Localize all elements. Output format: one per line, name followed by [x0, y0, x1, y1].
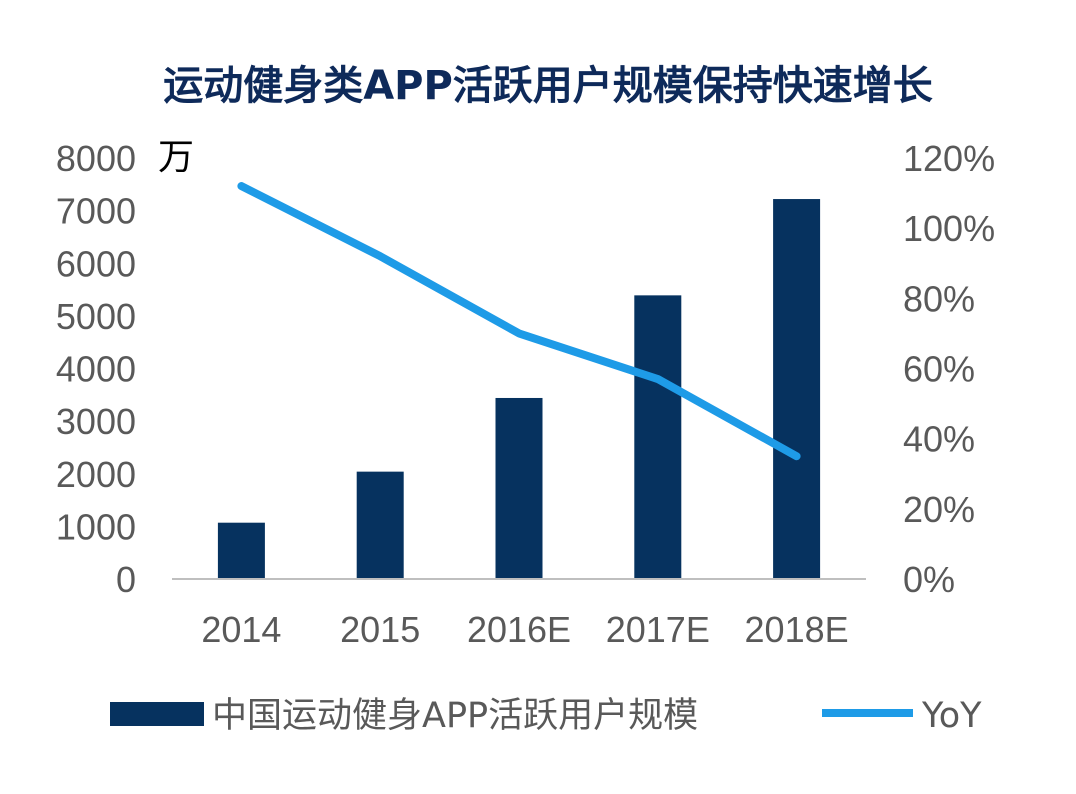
x-tick-label: 2015: [340, 609, 420, 650]
legend-label-bar: 中国运动健身APP活跃用户规模: [212, 696, 698, 736]
y2-tick-label: 0%: [903, 559, 955, 600]
bar-2017E: [634, 295, 682, 579]
y-tick-label: 5000: [56, 296, 136, 337]
right-axis-ticks: 0% 20% 40% 60% 80% 100% 120%: [903, 138, 995, 600]
x-tick-label: 2017E: [606, 609, 710, 650]
bar-2016E: [495, 397, 543, 579]
y2-tick-label: 40%: [903, 419, 975, 460]
x-tick-label: 2018E: [745, 609, 849, 650]
legend: 中国运动健身APP活跃用户规模 YoY: [110, 696, 982, 736]
x-tick-label: 2016E: [467, 609, 571, 650]
y2-tick-label: 20%: [903, 489, 975, 530]
y-tick-label: 0: [116, 559, 136, 600]
left-axis-ticks: 0 1000 2000 3000 4000 5000 6000 7000 8000: [56, 138, 136, 600]
y2-tick-label: 100%: [903, 208, 995, 249]
y2-tick-label: 80%: [903, 278, 975, 319]
legend-label-line: YoY: [921, 696, 982, 736]
y-tick-label: 1000: [56, 506, 136, 547]
yoy-line: [237, 182, 801, 461]
y-tick-label: 6000: [56, 243, 136, 284]
y-tick-label: 8000: [56, 138, 136, 179]
y-tick-label: 2000: [56, 454, 136, 495]
y2-tick-label: 120%: [903, 138, 995, 179]
bar-2014: [217, 522, 265, 579]
y-tick-label: 3000: [56, 401, 136, 442]
y-tick-label: 7000: [56, 191, 136, 232]
y-tick-label: 4000: [56, 349, 136, 390]
y-axis-unit: 万: [158, 137, 194, 178]
legend-swatch-bar: [110, 702, 204, 726]
x-axis-ticks: 2014 2015 2016E 2017E 2018E: [201, 609, 848, 650]
y2-tick-label: 60%: [903, 349, 975, 390]
bar-2015: [356, 471, 404, 579]
bar-2018E: [773, 199, 821, 580]
bar-series: [217, 199, 821, 580]
x-tick-label: 2014: [201, 609, 281, 650]
chart-title: 运动健身类APP活跃用户规模保持快速增长: [163, 63, 933, 109]
